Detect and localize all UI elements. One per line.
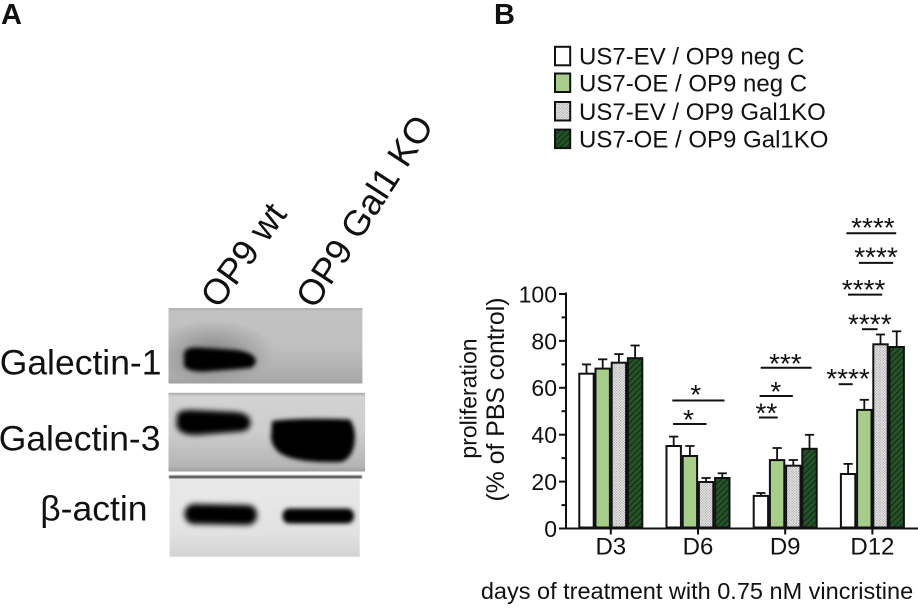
svg-text:B: B	[494, 0, 515, 31]
svg-text:****: ****	[842, 274, 886, 305]
svg-text:***: ***	[769, 348, 802, 379]
svg-text:US7-EV / OP9 neg C: US7-EV / OP9 neg C	[579, 44, 804, 71]
svg-text:*: *	[690, 379, 701, 410]
svg-text:20: 20	[531, 469, 557, 495]
svg-text:D12: D12	[850, 534, 894, 561]
svg-text:****: ****	[848, 308, 892, 339]
svg-text:D9: D9	[770, 534, 801, 561]
svg-text:*: *	[770, 376, 781, 407]
svg-text:A: A	[1, 0, 22, 31]
svg-text:days of treatment with 0.75 nM: days of treatment with 0.75 nM vincristi…	[481, 578, 913, 604]
svg-text:US7-OE / OP9 neg C: US7-OE / OP9 neg C	[579, 70, 807, 97]
svg-text:****: ****	[854, 242, 898, 273]
svg-text:β-actin: β-actin	[40, 489, 147, 529]
svg-text:(% of PBS control): (% of PBS control)	[483, 298, 510, 502]
svg-text:100: 100	[519, 281, 557, 307]
svg-text:0: 0	[544, 516, 557, 542]
svg-text:80: 80	[531, 328, 557, 354]
svg-text:D6: D6	[683, 534, 714, 561]
svg-text:proliferation: proliferation	[456, 338, 482, 458]
svg-text:*: *	[683, 404, 694, 435]
svg-text:60: 60	[531, 375, 557, 401]
svg-text:US7-EV / OP9 Gal1KO: US7-EV / OP9 Gal1KO	[579, 99, 826, 126]
svg-text:****: ****	[851, 212, 895, 243]
svg-text:40: 40	[531, 422, 557, 448]
svg-text:****: ****	[826, 363, 870, 394]
svg-text:**: **	[756, 397, 778, 428]
svg-text:US7-OE / OP9 Gal1KO: US7-OE / OP9 Gal1KO	[579, 126, 828, 153]
svg-text:Galectin-1: Galectin-1	[0, 343, 162, 383]
svg-text:D3: D3	[595, 534, 626, 561]
svg-text:Galectin-3: Galectin-3	[0, 419, 161, 459]
